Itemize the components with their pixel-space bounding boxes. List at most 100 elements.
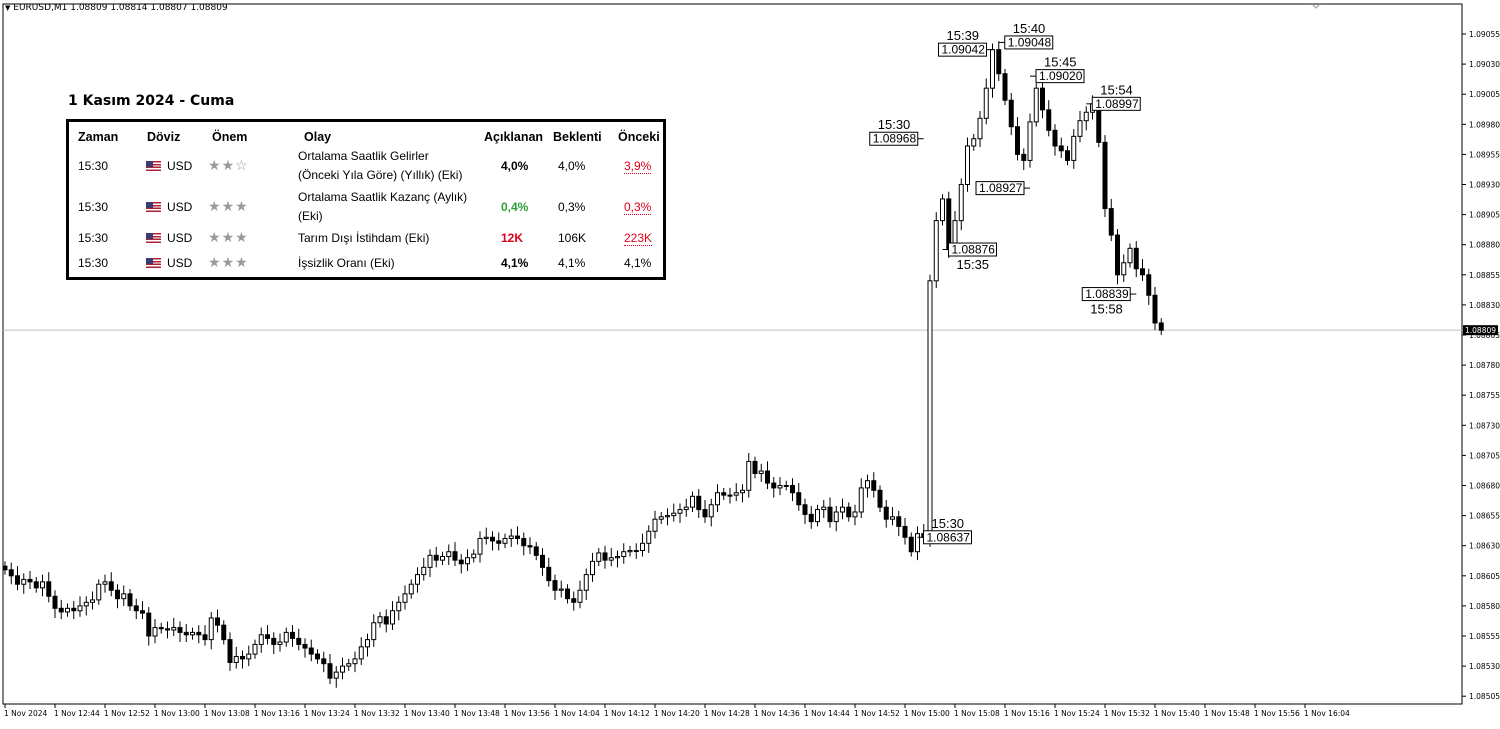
x-tick-label: 1 Nov 15:56 xyxy=(1254,709,1300,718)
row-event-line1: İşsizlik Oranı (Eki) xyxy=(298,256,395,270)
annotation-box xyxy=(869,131,919,146)
candle-bull xyxy=(646,530,652,544)
candle-bull xyxy=(915,533,920,553)
candle-bull xyxy=(377,616,383,624)
annotation-price: 1.09042 xyxy=(942,43,986,57)
us-flag-icon xyxy=(146,202,161,212)
candle-bull xyxy=(208,617,214,641)
candle-bear xyxy=(265,634,270,639)
candle-bear xyxy=(158,627,164,630)
candle-bear xyxy=(140,610,145,614)
us-flag-icon xyxy=(146,233,161,243)
candle-bear xyxy=(133,605,139,612)
candle-bull xyxy=(683,506,689,511)
y-tick-label: 1.08830 xyxy=(1469,301,1500,310)
currency-code: USD xyxy=(167,200,193,214)
candle-bull xyxy=(102,581,108,585)
candle-bear xyxy=(827,506,833,523)
candle-bull xyxy=(583,574,589,591)
star-filled-icon: ★ xyxy=(208,229,222,245)
symbol-header: ▼ EURUSD,M1 1.08809 1.08814 1.08807 1.08… xyxy=(5,3,228,13)
candle-bear xyxy=(1052,129,1058,147)
candle-bear xyxy=(58,607,64,613)
candle-bear xyxy=(227,639,233,663)
row-currency: USD xyxy=(146,256,192,270)
row-event-line1: Ortalama Saatlik Gelirler xyxy=(298,149,429,163)
y-tick-label: 1.08505 xyxy=(1469,692,1500,701)
star-empty-icon: ☆ xyxy=(235,157,249,173)
row-event-line2: (Eki) xyxy=(298,209,323,223)
candle-bear xyxy=(127,593,133,607)
candle-bear xyxy=(527,545,533,548)
annotation-price: 1.09020 xyxy=(1039,69,1083,83)
candle-bull xyxy=(171,627,177,631)
candle-bear xyxy=(790,485,795,494)
row-forecast: 4,0% xyxy=(558,159,586,173)
candle-bear xyxy=(108,581,114,591)
candle-bear xyxy=(1108,208,1114,236)
row-forecast: 106K xyxy=(558,231,587,245)
y-tick-label: 1.08905 xyxy=(1469,211,1500,220)
candle-bull xyxy=(440,556,445,561)
annotation-box xyxy=(1091,96,1141,111)
candle-bear xyxy=(871,480,877,491)
candle-bear xyxy=(521,537,527,547)
candle-bear xyxy=(902,525,908,538)
candle-bear xyxy=(8,569,14,577)
candle-bull xyxy=(477,537,483,555)
candle-bear xyxy=(327,663,333,679)
candle-bull xyxy=(340,665,345,673)
candle-bull xyxy=(421,566,427,576)
candle-bear xyxy=(71,607,77,612)
candle-bull xyxy=(658,516,664,520)
candle-bull xyxy=(596,552,602,562)
candle-bull xyxy=(621,551,627,558)
x-tick-label: 1 Nov 13:08 xyxy=(204,709,250,718)
candle-bull xyxy=(965,145,970,185)
candle-bull xyxy=(483,536,489,539)
candle-bear xyxy=(602,552,608,561)
annotation-box xyxy=(1081,287,1131,302)
row-currency: USD xyxy=(146,231,192,245)
candle-bull xyxy=(1077,120,1083,137)
star-filled-icon: ★ xyxy=(208,157,222,173)
candle-bull xyxy=(396,601,402,612)
scroll-marker-icon xyxy=(1311,3,1321,9)
row-time: 15:30 xyxy=(78,200,109,214)
star-filled-icon: ★ xyxy=(221,198,236,214)
column-header-previous: Önceki xyxy=(618,130,660,144)
x-tick-label: 1 Nov 15:48 xyxy=(1204,709,1250,718)
candle-bull xyxy=(858,487,864,513)
candle-bear xyxy=(883,506,889,520)
y-tick-label: 1.08605 xyxy=(1469,572,1500,581)
x-tick-label: 1 Nov 13:56 xyxy=(504,709,550,718)
currency-code: USD xyxy=(167,256,193,270)
star-filled-icon: ★ xyxy=(221,254,236,270)
annotation-price: 1.08876 xyxy=(952,243,996,257)
candle-bear xyxy=(877,489,883,508)
y-tick-label: 1.08780 xyxy=(1469,361,1500,370)
candle-bull xyxy=(40,581,45,589)
x-tick-label: 1 Nov 14:12 xyxy=(604,709,650,718)
candle-bull xyxy=(983,87,989,119)
candle-bull xyxy=(358,646,364,660)
candle-bull xyxy=(608,557,614,561)
x-tick-label: 1 Nov 2024 xyxy=(4,709,47,718)
economic-calendar-table: Zaman Döviz Önem Olay Açıklanan Beklenti… xyxy=(66,119,666,280)
us-flag-icon xyxy=(146,258,161,268)
candle-bull xyxy=(840,506,845,513)
candle-bear xyxy=(215,617,220,626)
candle-bull xyxy=(733,492,739,496)
candle-bull xyxy=(352,658,358,665)
candle-bear xyxy=(1046,109,1052,131)
y-tick-label: 1.08805 xyxy=(1469,331,1500,340)
star-filled-icon: ★ xyxy=(235,254,249,270)
candle-bear xyxy=(696,495,702,511)
candle-bear xyxy=(240,655,245,660)
y-tick-label: 1.08530 xyxy=(1469,662,1500,671)
collapse-arrow-icon[interactable]: ▼ xyxy=(5,4,11,12)
candle-bull xyxy=(777,485,783,489)
x-tick-label: 1 Nov 13:48 xyxy=(454,709,500,718)
